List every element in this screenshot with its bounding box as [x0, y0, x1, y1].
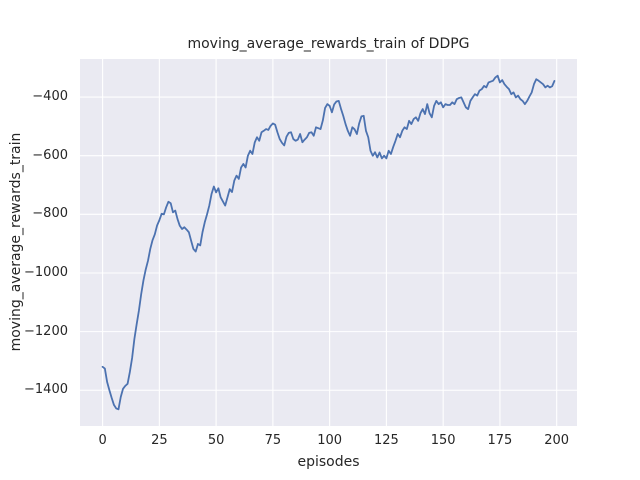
- reward-line: [101, 74, 556, 411]
- y-tick-label: −400: [32, 89, 68, 105]
- x-tick-label: 50: [207, 433, 225, 448]
- y-tick-label: −1200: [24, 323, 68, 339]
- chart-title: moving_average_rewards_train of DDPG: [187, 36, 470, 52]
- x-axis-label: episodes: [297, 454, 360, 470]
- x-tick-label: 175: [487, 433, 513, 448]
- x-tick-label: 100: [317, 433, 343, 448]
- x-tick-label: 25: [151, 433, 168, 448]
- y-axis-label-text: moving_average_rewards_train: [8, 132, 24, 352]
- x-tick-label: 125: [373, 433, 399, 448]
- axes-background: [80, 59, 577, 426]
- x-tick-label: 0: [98, 433, 107, 448]
- y-tick-label: −1400: [24, 382, 68, 398]
- x-tick-label: 75: [264, 433, 282, 448]
- x-tick-label: 150: [430, 433, 456, 448]
- y-tick-label: −800: [32, 206, 68, 222]
- x-tick-label: 200: [544, 433, 570, 448]
- y-tick-label: −1000: [24, 264, 68, 280]
- y-tick-label: −600: [32, 147, 68, 163]
